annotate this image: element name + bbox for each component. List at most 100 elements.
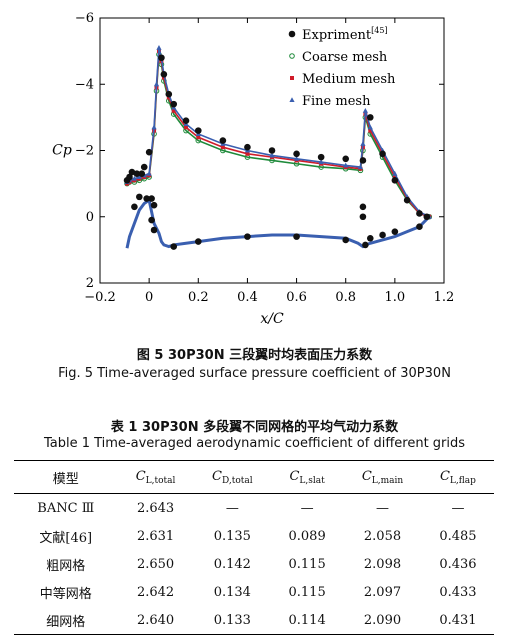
data-point: [357, 164, 364, 170]
data-point: [143, 195, 150, 202]
table-row: 中等网格 2.642 0.134 0.115 2.097 0.433: [14, 578, 494, 606]
data-point: [244, 143, 251, 151]
cell-value: 0.089: [288, 528, 326, 544]
data-point: [160, 71, 168, 78]
data-point: [133, 170, 141, 177]
lower-surface-curve: [125, 197, 431, 249]
data-point: [170, 243, 178, 250]
cell-value: —: [300, 500, 314, 516]
cell-value: 2.097: [363, 584, 402, 600]
data-point: [146, 170, 152, 176]
header-model: 模型: [52, 471, 79, 487]
data-point: [359, 203, 367, 211]
cell-value: 0.135: [213, 528, 251, 544]
table-row: 粗网格 2.650 0.142 0.115 2.098 0.436: [14, 550, 494, 578]
data-point: [362, 107, 368, 113]
table-row: 文献[46] 2.631 0.135 0.089 2.058 0.485: [14, 522, 494, 550]
data-point: [194, 238, 202, 245]
x-tick-label: 0.2: [188, 290, 209, 305]
table-caption-en: Table 1 Time-averaged aerodynamic coeffi…: [43, 436, 466, 451]
x-tick-label: −0.2: [84, 290, 116, 305]
header-cl-total: CL,total: [135, 468, 176, 486]
data-point: [366, 234, 374, 242]
data-point: [342, 155, 350, 163]
data-point: [140, 163, 148, 171]
data-point: [220, 145, 225, 150]
cell-model: 文献[46]: [39, 530, 93, 546]
legend-label: Medium mesh: [302, 72, 396, 87]
figure-caption-cn: 图 5 30P30N 三段翼时均表面压力系数: [136, 348, 373, 363]
cell-value: 0.142: [213, 556, 251, 572]
cell-value: 0.115: [288, 556, 326, 572]
data-point: [138, 170, 146, 177]
data-point: [196, 135, 201, 140]
data-point: [166, 95, 171, 100]
header-cl-flap: CL,flap: [439, 468, 476, 486]
data-point: [379, 150, 386, 158]
data-point: [245, 151, 250, 156]
data-point: [342, 236, 350, 244]
x-tick-label: 1.0: [385, 290, 406, 305]
data-point: [379, 231, 386, 239]
data-point: [392, 170, 398, 176]
data-point: [171, 108, 176, 113]
data-point: [158, 54, 165, 62]
data-point: [416, 223, 423, 230]
x-tick-label: 0.6: [286, 290, 307, 305]
cell-value: 2.098: [363, 556, 402, 572]
header-cd-total: CD,total: [212, 468, 253, 486]
cell-value: 0.485: [439, 528, 477, 544]
figure-caption-en: Fig. 5 Time-averaged surface pressure co…: [58, 366, 451, 381]
data-point: [343, 162, 349, 168]
cell-value: 0.436: [439, 556, 477, 572]
data-point: [318, 159, 324, 165]
data-point: [391, 177, 399, 184]
data-point: [148, 216, 155, 224]
data-point: [293, 233, 300, 240]
cell-value: 0.134: [213, 584, 251, 600]
cell-value: —: [225, 500, 239, 516]
x-axis-label: x/C: [260, 311, 284, 327]
cell-value: 2.642: [136, 584, 175, 600]
data-point: [268, 147, 276, 154]
data-point: [392, 175, 397, 179]
data-point: [244, 233, 251, 240]
data-point: [136, 193, 143, 201]
legend-marker: [290, 76, 294, 80]
x-tick-label: 1.2: [434, 290, 455, 305]
data-point: [368, 128, 373, 133]
cell-value: 0.433: [439, 584, 477, 600]
data-point: [170, 100, 178, 108]
legend-marker: [289, 53, 295, 59]
cell-model: 中等网格: [39, 586, 92, 602]
data-point: [423, 213, 431, 221]
data-point: [153, 81, 160, 87]
data-point: [362, 241, 369, 249]
cell-value: 0.115: [288, 584, 326, 600]
cell-value: 2.631: [136, 528, 175, 544]
data-point: [269, 152, 275, 158]
data-point: [131, 203, 138, 211]
data-point: [391, 228, 399, 235]
data-point: [126, 173, 133, 181]
table-row: BANC Ⅲ 2.643 — — — —: [14, 494, 494, 523]
data-point: [359, 213, 367, 221]
table-header-row: 模型 CL,total CD,total CL,slat CL,main CL,…: [14, 460, 494, 494]
data-point: [156, 45, 162, 50]
legend-ref: [45]: [371, 26, 387, 35]
y-tick-label: −2: [75, 144, 94, 159]
data-point: [145, 148, 153, 156]
legend-marker: [288, 30, 296, 38]
table-row: 细网格 2.640 0.133 0.114 2.090 0.431: [14, 606, 494, 635]
data-point: [148, 195, 155, 202]
legend-label: Coarse mesh: [302, 50, 388, 65]
cell-value: 2.640: [136, 612, 175, 628]
data-point: [416, 210, 423, 217]
x-tick-label: 0: [145, 290, 153, 305]
aero-coefficient-table: 模型 CL,total CD,total CL,slat CL,main CL,…: [14, 460, 494, 635]
cell-value: 0.431: [439, 612, 477, 628]
data-point: [151, 124, 157, 130]
data-point: [131, 175, 137, 181]
data-point: [150, 226, 158, 234]
cell-value: 2.650: [136, 556, 175, 572]
